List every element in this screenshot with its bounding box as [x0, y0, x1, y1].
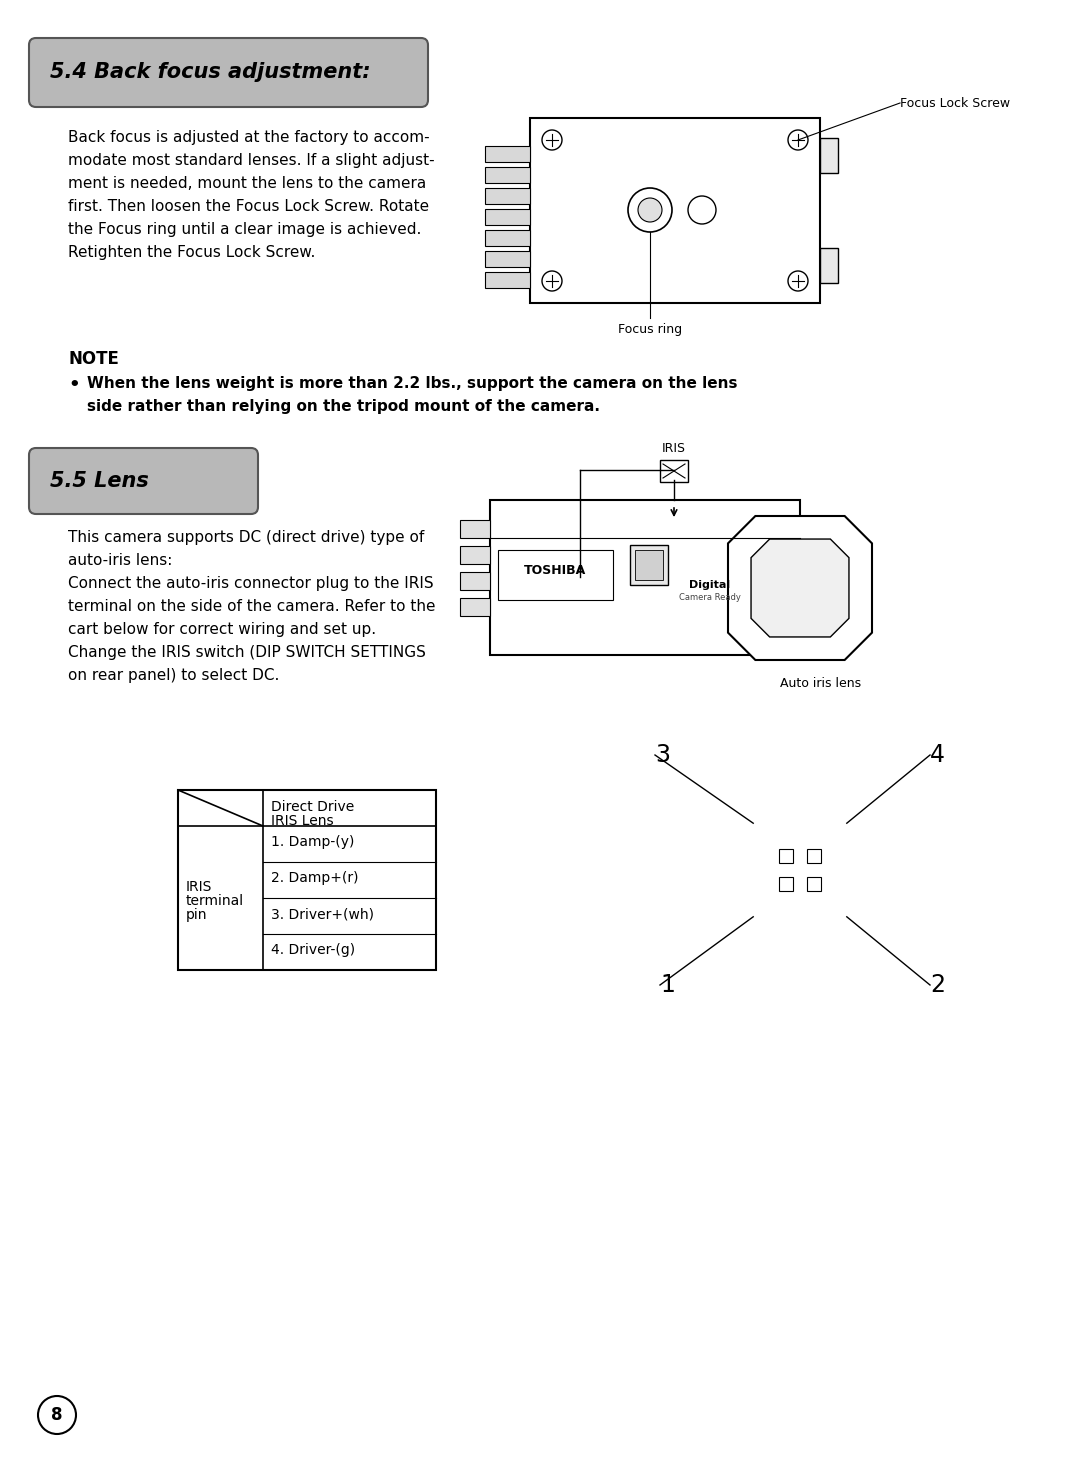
- Text: modate most standard lenses. If a slight adjust-: modate most standard lenses. If a slight…: [68, 153, 434, 168]
- Text: auto-iris lens:: auto-iris lens:: [68, 553, 173, 569]
- Text: IRIS Lens: IRIS Lens: [271, 814, 334, 828]
- Bar: [485, 273, 530, 289]
- Text: the Focus ring until a clear image is achieved.: the Focus ring until a clear image is ac…: [68, 222, 421, 238]
- Bar: [460, 598, 490, 615]
- Bar: [485, 251, 530, 267]
- Bar: [779, 849, 793, 863]
- Bar: [485, 208, 530, 225]
- Text: 1. Damp-(y): 1. Damp-(y): [271, 835, 354, 849]
- Circle shape: [688, 195, 716, 225]
- Text: IRIS: IRIS: [662, 442, 686, 455]
- Text: •: •: [68, 376, 80, 394]
- Circle shape: [788, 271, 808, 292]
- Text: 2. Damp+(r): 2. Damp+(r): [271, 870, 359, 885]
- Circle shape: [788, 130, 808, 150]
- Text: terminal: terminal: [186, 894, 244, 908]
- Bar: [820, 139, 838, 174]
- Text: This camera supports DC (direct drive) type of: This camera supports DC (direct drive) t…: [68, 531, 424, 545]
- Circle shape: [801, 558, 841, 598]
- Bar: [485, 168, 530, 184]
- Circle shape: [638, 198, 662, 222]
- Text: side rather than relying on the tripod mount of the camera.: side rather than relying on the tripod m…: [87, 399, 600, 414]
- Polygon shape: [728, 516, 872, 660]
- Text: cart below for correct wiring and set up.: cart below for correct wiring and set up…: [68, 623, 376, 637]
- Text: Camera Ready: Camera Ready: [679, 593, 741, 602]
- Bar: [460, 545, 490, 564]
- Bar: [779, 878, 793, 891]
- Bar: [630, 545, 669, 585]
- Circle shape: [542, 271, 562, 292]
- Bar: [807, 849, 821, 863]
- Bar: [178, 790, 436, 970]
- Text: Direct Drive: Direct Drive: [271, 800, 354, 814]
- Bar: [485, 188, 530, 204]
- Bar: [460, 572, 490, 590]
- Text: first. Then loosen the Focus Lock Screw. Rotate: first. Then loosen the Focus Lock Screw.…: [68, 198, 429, 214]
- Text: IRIS: IRIS: [186, 881, 213, 894]
- Text: ment is needed, mount the lens to the camera: ment is needed, mount the lens to the ca…: [68, 176, 427, 191]
- Text: 4. Driver-(g): 4. Driver-(g): [271, 943, 355, 956]
- Text: Digital: Digital: [689, 580, 730, 590]
- Text: 5.4 Back focus adjustment:: 5.4 Back focus adjustment:: [50, 63, 370, 82]
- Text: 3. Driver+(wh): 3. Driver+(wh): [271, 907, 374, 921]
- Text: 2: 2: [930, 972, 945, 997]
- Bar: [800, 528, 842, 628]
- Text: When the lens weight is more than 2.2 lbs., support the camera on the lens: When the lens weight is more than 2.2 lb…: [87, 376, 738, 391]
- Text: NOTE: NOTE: [68, 350, 119, 367]
- FancyBboxPatch shape: [29, 38, 428, 106]
- Text: TOSHIBA: TOSHIBA: [524, 563, 586, 576]
- Text: on rear panel) to select DC.: on rear panel) to select DC.: [68, 668, 280, 682]
- Text: Back focus is adjusted at the factory to accom-: Back focus is adjusted at the factory to…: [68, 130, 430, 144]
- Text: 3: 3: [654, 744, 670, 767]
- Text: pin: pin: [186, 908, 207, 921]
- Text: Retighten the Focus Lock Screw.: Retighten the Focus Lock Screw.: [68, 245, 315, 260]
- Bar: [460, 521, 490, 538]
- Bar: [530, 118, 820, 303]
- Bar: [485, 146, 530, 162]
- Text: Focus ring: Focus ring: [618, 324, 683, 335]
- Bar: [498, 550, 613, 601]
- Text: Connect the auto-iris connector plug to the IRIS: Connect the auto-iris connector plug to …: [68, 576, 434, 590]
- Bar: [820, 248, 838, 283]
- Circle shape: [627, 188, 672, 232]
- Bar: [485, 230, 530, 246]
- Bar: [490, 500, 800, 655]
- Bar: [807, 878, 821, 891]
- FancyBboxPatch shape: [29, 448, 258, 515]
- Text: Auto iris lens: Auto iris lens: [781, 677, 862, 690]
- Polygon shape: [751, 539, 849, 637]
- Bar: [660, 461, 688, 483]
- Bar: [635, 550, 663, 580]
- Text: terminal on the side of the camera. Refer to the: terminal on the side of the camera. Refe…: [68, 599, 435, 614]
- Circle shape: [38, 1395, 76, 1435]
- Text: 4: 4: [930, 744, 945, 767]
- Text: Change the IRIS switch (DIP SWITCH SETTINGS: Change the IRIS switch (DIP SWITCH SETTI…: [68, 644, 426, 660]
- Text: 5.5 Lens: 5.5 Lens: [50, 471, 149, 491]
- Circle shape: [542, 130, 562, 150]
- Text: 1: 1: [660, 972, 675, 997]
- Text: Focus Lock Screw: Focus Lock Screw: [900, 96, 1010, 109]
- Text: 8: 8: [51, 1406, 63, 1424]
